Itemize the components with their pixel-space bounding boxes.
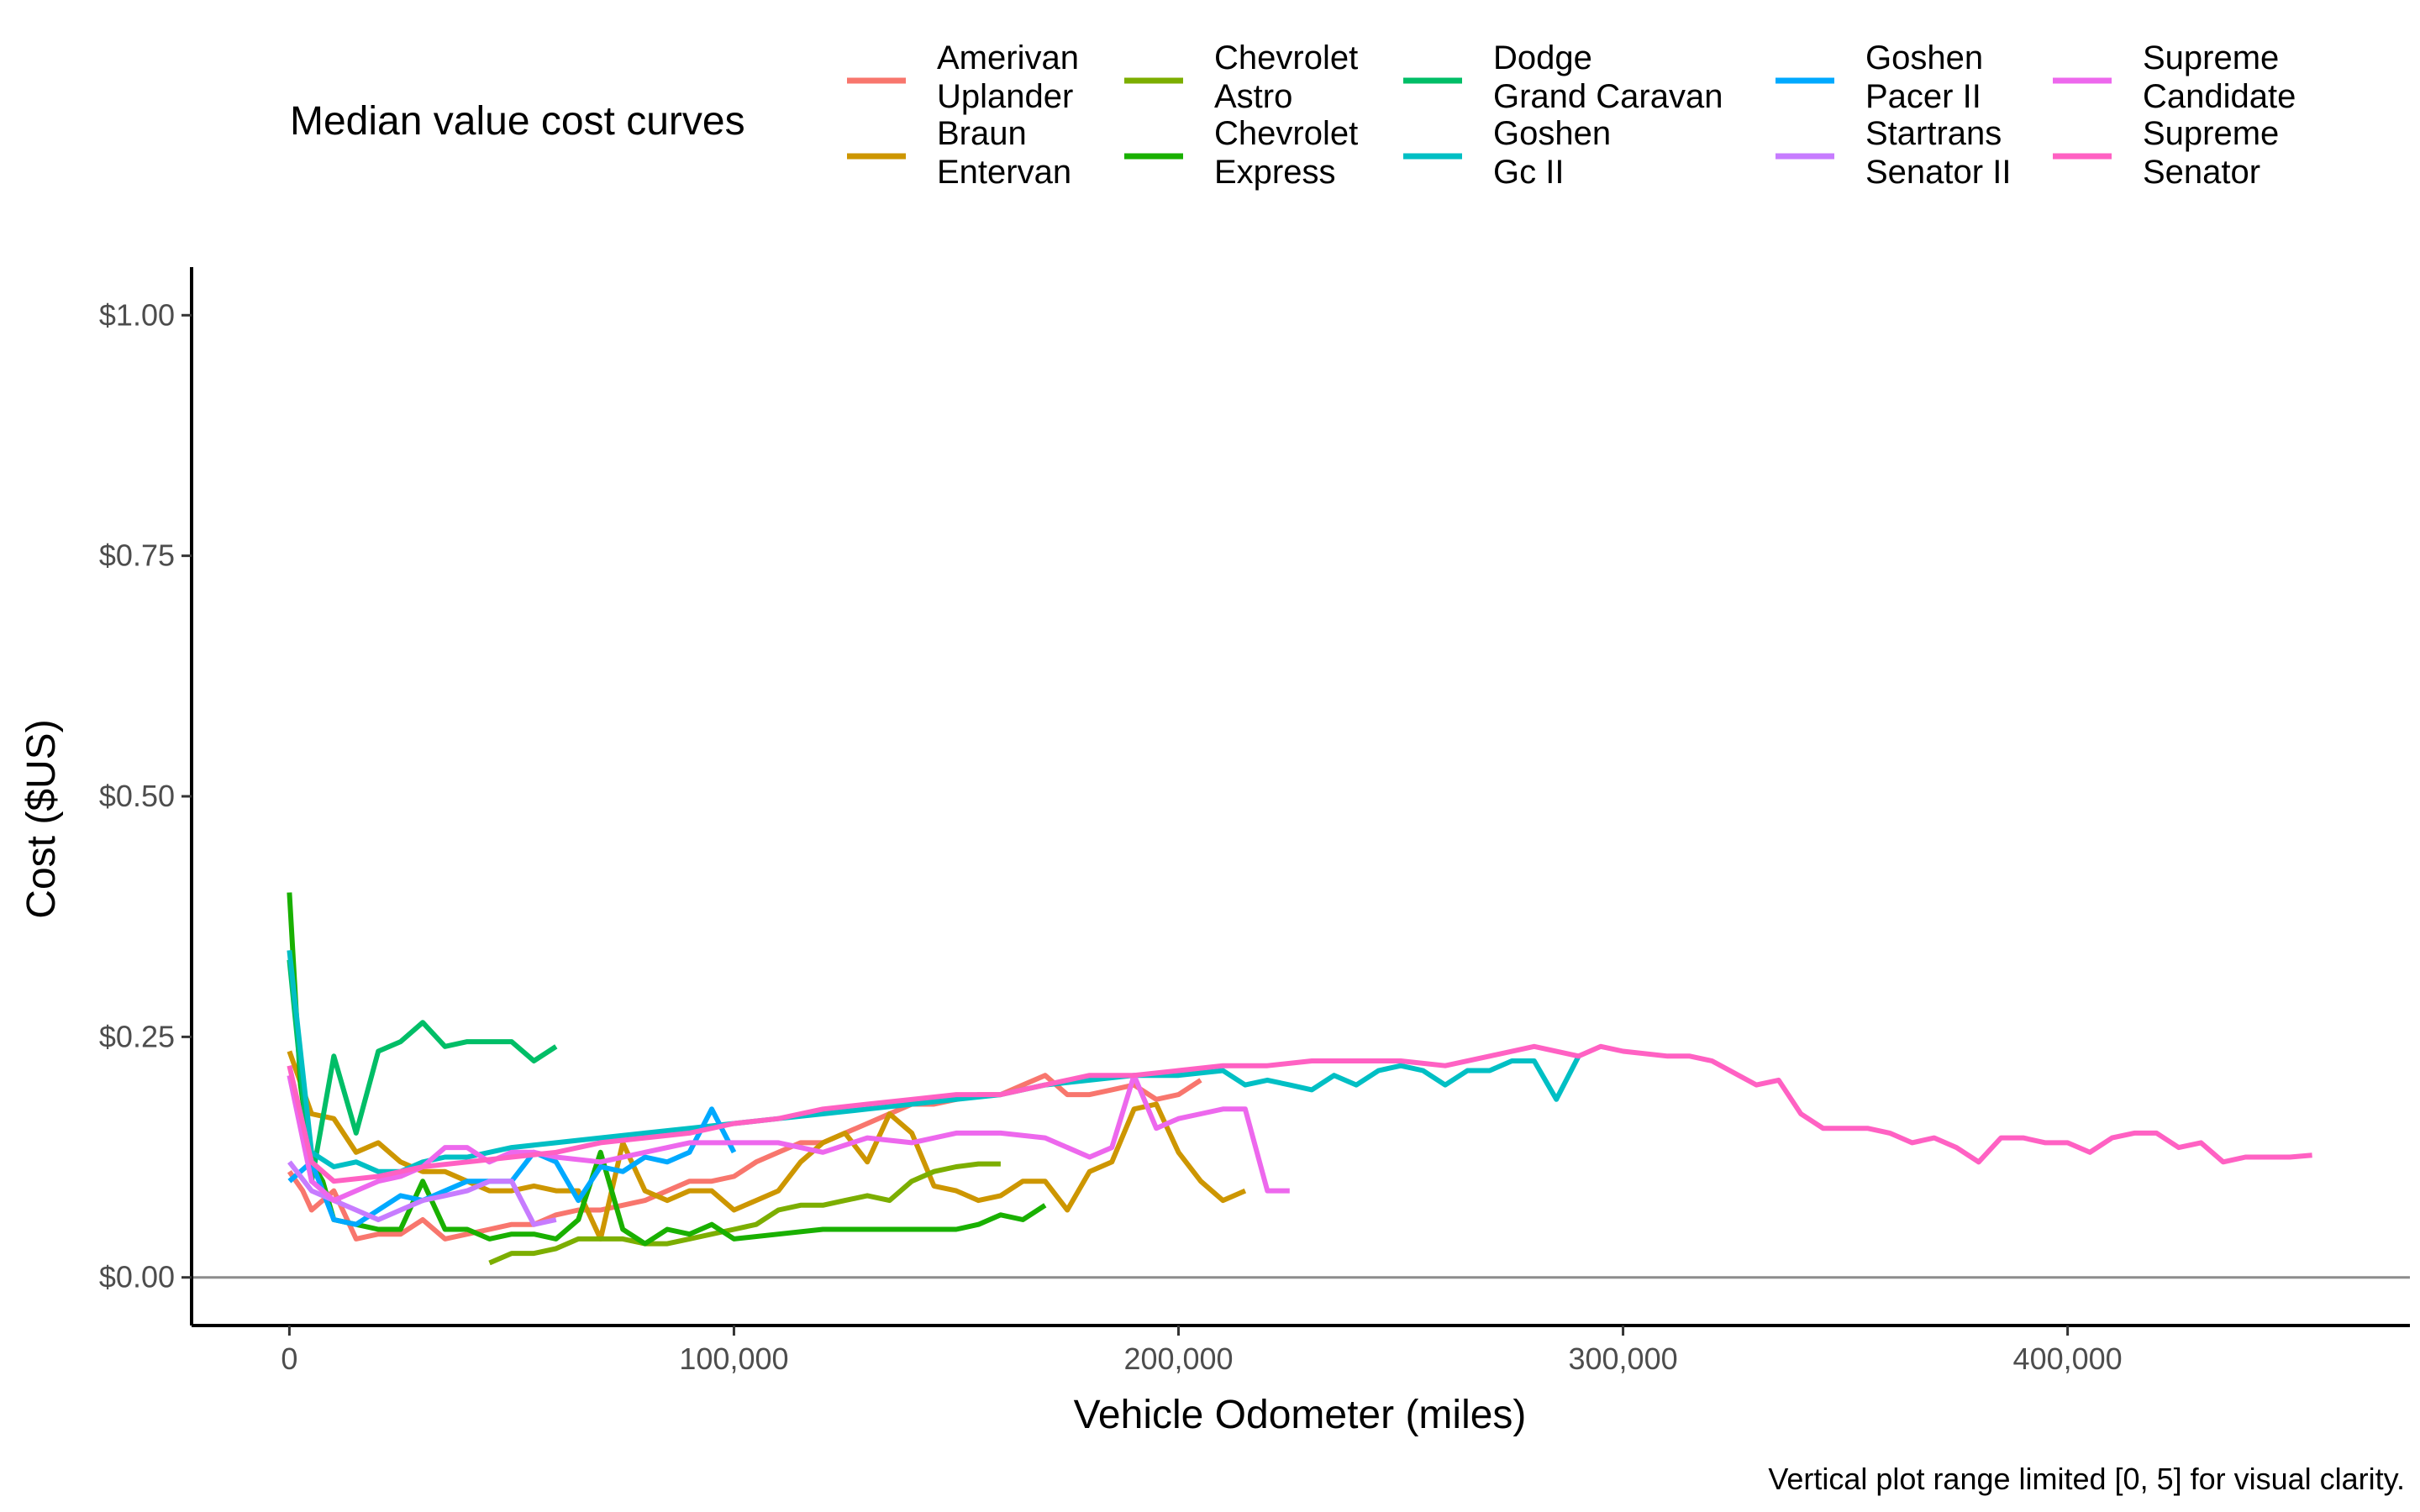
legend-label-line2: Astro xyxy=(1214,78,1292,115)
legend-label-line2: Express xyxy=(1214,154,1336,191)
series-line-9 xyxy=(287,1073,1290,1204)
legend-label-line1: Dodge xyxy=(1493,39,1592,76)
series-line-3 xyxy=(488,1161,1001,1266)
y-tick-label: $0.50 xyxy=(99,779,175,813)
plot-area: $0.00 $0.25 $0.50 $0.75 $1.00 0 100,000 200,00… xyxy=(99,267,2410,1376)
legend-label-line2: Pacer II xyxy=(1865,78,1981,115)
legend-label-line2: Uplander xyxy=(937,78,1073,115)
legend-label-line2: Grand Caravan xyxy=(1493,78,1723,115)
legend-label-line1: Supreme xyxy=(2143,39,2279,76)
x-axis-title: Vehicle Odometer (miles) xyxy=(1074,1393,1527,1437)
legend-label-line1: Supreme xyxy=(2143,115,2279,152)
series-line-1 xyxy=(287,1073,1202,1242)
legend: Median value cost curves AmerivanUplande… xyxy=(290,39,2296,191)
y-axis-title: Cost ($US) xyxy=(19,719,64,918)
y-tick-label: $0.75 xyxy=(99,538,175,573)
legend-title: Median value cost curves xyxy=(290,99,745,144)
series-group xyxy=(287,892,2312,1266)
legend-label-line1: Goshen xyxy=(1493,115,1611,152)
x-tick-label: 0 xyxy=(281,1341,297,1376)
legend-label-line1: Chevrolet xyxy=(1214,39,1358,76)
legend-label-line2: Candidate xyxy=(2143,78,2296,115)
y-tick-label: $0.00 xyxy=(99,1260,175,1294)
legend-label-line2: Entervan xyxy=(937,154,1071,191)
series-line-5 xyxy=(287,959,558,1184)
legend-label-line1: Chevrolet xyxy=(1214,115,1358,152)
x-tick-label: 300,000 xyxy=(1568,1341,1677,1376)
x-tick-label: 200,000 xyxy=(1123,1341,1233,1376)
y-axis-ticks: $0.00 $0.25 $0.50 $0.75 $1.00 xyxy=(99,297,192,1294)
series-line-10 xyxy=(287,1043,2312,1184)
x-tick-label: 100,000 xyxy=(679,1341,788,1376)
legend-label-line2: Senator xyxy=(2143,154,2260,191)
series-line-2 xyxy=(287,1050,1247,1242)
y-tick-label: $0.25 xyxy=(99,1019,175,1053)
x-tick-label: 400,000 xyxy=(2013,1341,2123,1376)
x-axis-ticks: 0 100,000 200,000 300,000 400,000 xyxy=(281,1326,2123,1376)
legend-label-line1: Startrans xyxy=(1865,115,2002,152)
legend-label-line2: Senator II xyxy=(1865,154,2011,191)
plot-caption: Vertical plot range limited [0, 5] for v… xyxy=(1768,1462,2405,1496)
legend-label-line2: Gc II xyxy=(1493,154,1564,191)
y-tick-label: $1.00 xyxy=(99,297,175,332)
legend-label-line1: Braun xyxy=(937,115,1027,152)
legend-label-line1: Amerivan xyxy=(937,39,1079,76)
legend-label-line1: Goshen xyxy=(1865,39,1983,76)
